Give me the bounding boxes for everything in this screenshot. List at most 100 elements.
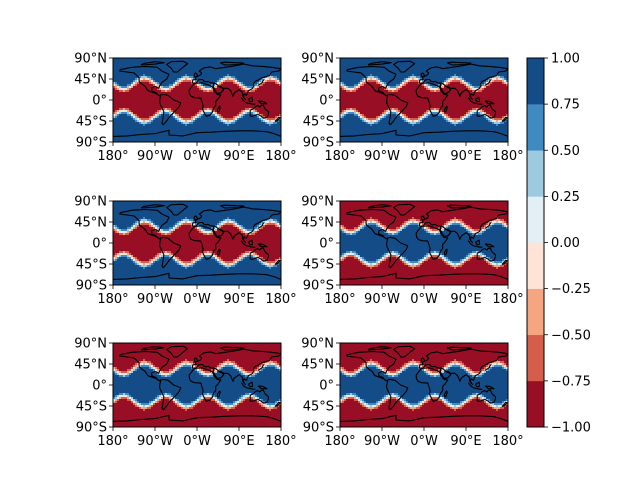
contour-cell [143,76,146,79]
contour-cell [207,76,210,79]
contour-cell [434,62,437,65]
contour-cell [259,92,262,95]
contour-cell [207,74,210,77]
contour-cell [173,114,176,117]
contour-cell [183,124,186,127]
contour-cell [257,96,260,99]
contour-cell [203,60,206,63]
contour-cell [189,104,192,107]
contour-cell [261,74,264,77]
contour-cell [235,82,238,85]
contour-cell [223,106,226,109]
contour-cell [277,106,280,109]
contour-cell [181,58,184,61]
contour-cell [424,66,427,69]
contour-cell [231,60,234,63]
contour-cell [153,72,156,75]
contour-cell [139,114,142,117]
contour-cell [125,104,128,107]
contour-cell [127,118,130,121]
contour-cell [277,96,280,99]
contour-cell [201,122,204,125]
contour-cell [141,78,144,81]
contour-cell [233,140,236,143]
contour-cell [185,102,188,105]
contour-cell [257,136,260,139]
contour-cell [263,114,266,117]
contour-cell [157,102,160,105]
contour-cell [344,64,347,67]
contour-cell [434,58,437,61]
contour-cell [434,68,437,71]
contour-cell [484,58,487,61]
contour-cell [211,104,214,107]
contour-cell [177,86,180,89]
contour-cell [277,108,280,111]
contour-cell [382,58,385,61]
contour-cell [155,60,158,63]
contour-cell [356,72,359,75]
contour-cell [177,140,180,143]
contour-cell [177,92,180,95]
contour-cell [366,68,369,71]
contour-cell [119,92,122,95]
contour-cell [213,66,216,69]
contour-cell [233,108,236,111]
contour-cell [414,62,417,65]
contour-cell [153,110,156,113]
contour-cell [209,104,212,107]
contour-cell [151,96,154,99]
contour-cell [223,88,226,91]
contour-cell [217,80,220,83]
contour-cell [245,82,248,85]
contour-cell [263,88,266,91]
contour-cell [275,106,278,109]
contour-cell [502,80,505,83]
contour-cell [145,108,148,111]
contour-cell [478,58,481,61]
contour-cell [269,78,272,81]
contour-cell [155,140,158,143]
contour-cell [245,124,248,127]
contour-cell [193,68,196,71]
contour-cell [169,86,172,89]
contour-cell [199,58,202,61]
contour-cell [247,108,250,111]
contour-cell [159,134,162,137]
contour-cell [173,130,176,133]
contour-cell [159,122,162,125]
contour-cell [147,114,150,117]
contour-cell [275,110,278,113]
contour-cell [402,82,405,85]
contour-cell [446,66,449,69]
contour-cell [360,82,363,85]
contour-cell [119,138,122,141]
contour-cell [221,74,224,77]
contour-cell [462,72,465,75]
contour-cell [207,122,210,125]
contour-cell [442,60,445,63]
contour-cell [239,58,242,61]
contour-cell [141,116,144,119]
contour-cell [410,58,413,61]
contour-cell [253,58,256,61]
contour-cell [175,88,178,91]
contour-cell [474,62,477,65]
contour-cell [223,94,226,97]
contour-cell [356,68,359,71]
contour-cell [231,128,234,131]
contour-cell [213,72,216,75]
contour-cell [137,118,140,121]
contour-cell [127,124,130,127]
contour-cell [215,132,218,135]
contour-cell [235,60,238,63]
contour-cell [205,140,208,143]
contour-cell [209,94,212,97]
contour-cell [123,124,126,127]
contour-cell [360,58,363,61]
contour-cell [490,64,493,67]
contour-cell [400,74,403,77]
contour-cell [354,64,357,67]
contour-cell [356,60,359,63]
contour-cell [265,132,268,135]
